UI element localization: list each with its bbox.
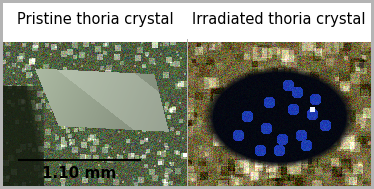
Text: Pristine thoria crystal: Pristine thoria crystal: [17, 12, 173, 27]
Text: 1.10 mm: 1.10 mm: [42, 166, 116, 181]
Text: Irradiated thoria crystal: Irradiated thoria crystal: [192, 12, 366, 27]
